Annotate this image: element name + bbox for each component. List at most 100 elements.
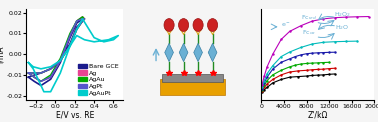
Polygon shape: [179, 43, 188, 62]
Bar: [160, 79, 225, 95]
GCE/AgAuPt: [287, 71, 292, 73]
GCE/AgAuPt/Ab1: [265, 80, 270, 81]
AgAu: [58, 60, 63, 61]
GCE/AgAuPt/Ab1: [270, 74, 275, 76]
Line: Bare GCE: Bare GCE: [28, 19, 84, 86]
GCE/AgAuPt/Ab1: [279, 70, 284, 71]
Ab2@AgAuPt/PSA/BSA: [260, 84, 264, 86]
Bare GCE: [82, 18, 87, 20]
GCE/ITO: [327, 74, 332, 75]
BSA/Ab1/AgAuPt: [321, 52, 326, 53]
GCE/AgAuPt: [262, 87, 266, 88]
AgPt: [82, 18, 87, 20]
Text: H$_2$O$_2$: H$_2$O$_2$: [334, 10, 351, 19]
Legend: GCE/ITO, GCE/AgAuPt, GCE/AgAuPt/Ab1, BSA/Ab1/AgAuPt, PSA/BSA/Ab1/AgAuPt, Ab2@AgA: GCE/ITO, GCE/AgAuPt, GCE/AgAuPt/Ab1, BSA…: [258, 121, 378, 122]
AgAu: [68, 45, 72, 47]
Line: GCE/AgAuPt: GCE/AgAuPt: [261, 67, 336, 92]
Bare GCE: [58, 62, 63, 63]
PSA/BSA/Ab1/AgAuPt: [299, 47, 303, 48]
AgAuPt: [68, 45, 72, 47]
AgAu: [58, 58, 63, 59]
AgPt: [80, 20, 85, 22]
GCE/AgAuPt/Ab1: [316, 62, 320, 64]
Ab2@AgAuPt/PSA/BSA: [262, 75, 266, 77]
PSA/BSA/Ab1/AgAuPt: [262, 80, 266, 81]
AgAu: [39, 81, 43, 82]
AgPt: [32, 72, 36, 74]
AgAuPt: [92, 37, 96, 38]
AgAuPt: [58, 72, 63, 74]
AgAuPt: [82, 39, 87, 41]
Ag: [48, 76, 53, 78]
GCE/AgAuPt: [296, 70, 301, 72]
AgAu: [26, 72, 31, 74]
BSA/Ab1/AgAuPt: [333, 51, 337, 53]
GCE/AgAuPt/Ab1: [293, 64, 297, 66]
BSA/Ab1/AgAuPt: [310, 52, 314, 54]
Bare GCE: [26, 76, 31, 78]
PSA/BSA/Ab1/AgAuPt: [355, 40, 359, 42]
AgPt: [39, 72, 43, 74]
AgAuPt: [26, 62, 31, 63]
AgAuPt: [68, 45, 72, 47]
Ab2@AgAuPt/PSA/BSA: [279, 39, 284, 40]
Text: H$_2$O: H$_2$O: [336, 23, 350, 32]
AgAu: [82, 18, 87, 20]
AgPt: [68, 35, 72, 36]
GCE/AgAuPt/Ab1: [310, 62, 314, 64]
AgAu: [48, 68, 53, 70]
AgAuPt: [31, 66, 36, 67]
AgAuPt: [39, 68, 43, 70]
Bare GCE: [68, 37, 72, 38]
Ab2@AgAuPt/PSA/BSA: [265, 66, 270, 68]
GCE/AgAuPt/Ab1: [321, 62, 326, 63]
AgAuPt: [31, 68, 36, 70]
AgPt: [26, 72, 31, 74]
GCE/ITO: [310, 75, 314, 76]
GCE/AgAuPt/Ab1: [304, 63, 309, 64]
Ag: [58, 60, 63, 61]
Bare GCE: [26, 76, 31, 78]
GCE/AgAuPt/Ab1: [287, 66, 292, 68]
Ab2@AgAuPt/PSA/BSA: [310, 20, 314, 22]
Polygon shape: [194, 43, 203, 62]
AgAu: [74, 20, 79, 22]
BSA/Ab1/AgAuPt: [327, 52, 332, 53]
GCE/AgAuPt: [310, 69, 314, 71]
Ab2@AgAuPt/PSA/BSA: [366, 16, 371, 17]
Bar: [162, 74, 223, 82]
Ab2@AgAuPt/PSA/BSA: [333, 17, 337, 18]
GCE/AgAuPt: [265, 83, 270, 85]
X-axis label: E/V vs. RE: E/V vs. RE: [56, 111, 94, 120]
PSA/BSA/Ab1/AgAuPt: [279, 56, 284, 57]
Bare GCE: [48, 79, 53, 80]
GCE/AgAuPt/Ab1: [299, 63, 303, 65]
AgPt: [48, 76, 53, 78]
AgPt: [58, 60, 63, 61]
GCE/ITO: [287, 76, 292, 78]
Ag: [82, 18, 87, 20]
AgAu: [80, 16, 85, 18]
Line: GCE/ITO: GCE/ITO: [261, 73, 336, 93]
PSA/BSA/Ab1/AgAuPt: [321, 42, 326, 43]
GCE/AgAuPt: [270, 79, 275, 80]
Ag: [58, 60, 63, 61]
Bare GCE: [39, 85, 43, 86]
AgAuPt: [116, 35, 121, 36]
Line: Ab2@AgAuPt/PSA/BSA: Ab2@AgAuPt/PSA/BSA: [261, 15, 370, 86]
Ab2@AgAuPt/PSA/BSA: [270, 54, 275, 55]
Line: Ag: Ag: [28, 17, 84, 81]
Text: e$^-$: e$^-$: [281, 21, 291, 29]
BSA/Ab1/AgAuPt: [299, 54, 303, 56]
AgAuPt: [36, 79, 40, 80]
GCE/ITO: [279, 79, 284, 80]
Y-axis label: i/mA: i/mA: [0, 46, 5, 63]
Ag: [32, 76, 36, 78]
PSA/BSA/Ab1/AgAuPt: [333, 41, 337, 42]
AgAu: [32, 72, 36, 74]
AgAuPt: [48, 66, 53, 67]
AgPt: [80, 18, 85, 20]
GCE/ITO: [260, 91, 264, 93]
GCE/ITO: [333, 73, 337, 75]
AgAu: [82, 18, 87, 20]
